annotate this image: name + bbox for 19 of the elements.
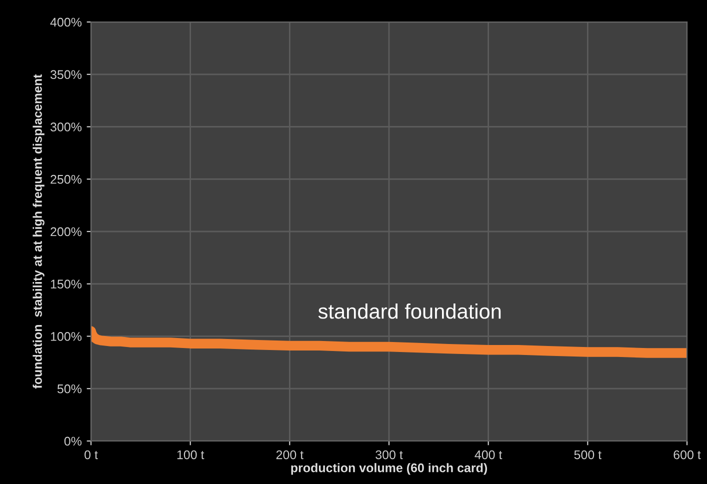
- x-tick-label: 300 t: [376, 450, 403, 460]
- y-tick-label: 100%: [50, 332, 82, 341]
- y-axis-title: foundation stability at at high frequent displacement: [32, 74, 44, 389]
- x-tick-label: 0 t: [84, 450, 98, 460]
- x-tick-label: 600 t: [674, 450, 701, 460]
- y-tick-label: 350%: [50, 70, 82, 80]
- y-tick-label: 400%: [50, 18, 82, 27]
- x-tick-label: 200 t: [276, 450, 304, 460]
- x-tick-label: 400 t: [474, 450, 502, 460]
- y-tick-label: 250%: [50, 174, 82, 184]
- y-tick-label: 0%: [64, 436, 82, 446]
- x-tick-label: 100 t: [177, 450, 204, 460]
- y-tick-label: 150%: [50, 280, 82, 289]
- x-tick-label: 500 t: [574, 450, 602, 460]
- y-tick-label: 200%: [50, 227, 82, 236]
- annotation: standard foundation: [318, 303, 501, 319]
- x-axis-title: production volume (60 inch card): [291, 463, 488, 475]
- y-tick-label: 300%: [50, 122, 82, 132]
- y-tick-label: 50%: [57, 384, 82, 394]
